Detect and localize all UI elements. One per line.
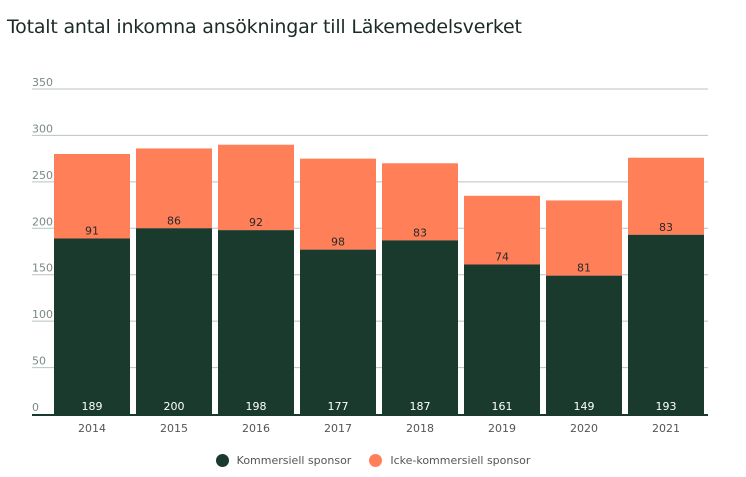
legend-item-noncommercial: Icke-kommersiell sponsor: [369, 454, 530, 467]
data-label-commercial: 161: [492, 400, 513, 413]
x-tick-label: 2014: [78, 422, 106, 435]
y-tick-label: 250: [32, 169, 53, 182]
data-label-noncommercial: 92: [249, 216, 263, 229]
bar-noncommercial: [464, 195, 540, 265]
bar-noncommercial: [136, 148, 212, 229]
stacked-bar-chart: 0 50 100 150 200 250 300 350 91 189 2014 86 200 2015 9…: [32, 76, 708, 435]
bar-noncommercial: [628, 157, 704, 235]
legend: Kommersiell sponsor Icke-kommersiell spo…: [0, 454, 746, 467]
x-tick-label: 2019: [488, 422, 516, 435]
bar-commercial: [628, 234, 704, 414]
data-label-noncommercial: 83: [413, 226, 427, 239]
data-label-commercial: 189: [82, 400, 103, 413]
data-label-commercial: 177: [328, 400, 349, 413]
legend-item-commercial: Kommersiell sponsor: [215, 454, 352, 467]
chart-title: Totalt antal inkomna ansökningar till Lä…: [7, 16, 522, 38]
data-label-noncommercial: 81: [577, 262, 591, 275]
bar-noncommercial: [382, 163, 458, 241]
data-label-noncommercial: 91: [85, 225, 99, 238]
bar-commercial: [136, 228, 212, 414]
bar-commercial: [546, 275, 622, 414]
bar-noncommercial: [54, 154, 130, 239]
data-label-noncommercial: 74: [495, 251, 509, 264]
bar-commercial: [54, 238, 130, 414]
x-tick-label: 2016: [242, 422, 270, 435]
y-tick-label: 300: [32, 122, 53, 135]
data-label-commercial: 198: [246, 400, 267, 413]
bar-commercial: [382, 240, 458, 414]
bar-commercial: [218, 230, 294, 414]
bar-noncommercial: [546, 200, 622, 276]
bar-commercial: [300, 249, 376, 414]
x-tick-label: 2015: [160, 422, 188, 435]
legend-swatch-noncommercial: [369, 454, 383, 467]
data-label-noncommercial: 83: [659, 221, 673, 234]
data-label-commercial: 187: [410, 400, 431, 413]
x-tick-label: 2021: [652, 422, 680, 435]
y-tick-label: 100: [32, 308, 53, 321]
bar-noncommercial: [300, 158, 376, 250]
legend-label: Icke-kommersiell sponsor: [390, 454, 531, 467]
y-tick-label: 150: [32, 262, 53, 275]
x-tick-label: 2018: [406, 422, 434, 435]
legend-swatch-commercial: [215, 454, 229, 467]
bar-commercial: [464, 264, 540, 414]
data-label-commercial: 193: [656, 400, 677, 413]
data-label-noncommercial: 98: [331, 236, 345, 249]
y-tick-label: 350: [32, 76, 53, 89]
y-tick-label: 200: [32, 215, 53, 228]
y-tick-label: 50: [32, 355, 46, 368]
data-label-commercial: 200: [164, 400, 185, 413]
data-label-commercial: 149: [574, 400, 595, 413]
x-tick-label: 2020: [570, 422, 598, 435]
legend-label: Kommersiell sponsor: [236, 454, 352, 467]
data-label-noncommercial: 86: [167, 214, 181, 227]
x-tick-label: 2017: [324, 422, 352, 435]
y-tick-label: 0: [32, 401, 39, 414]
bar-noncommercial: [218, 144, 294, 231]
